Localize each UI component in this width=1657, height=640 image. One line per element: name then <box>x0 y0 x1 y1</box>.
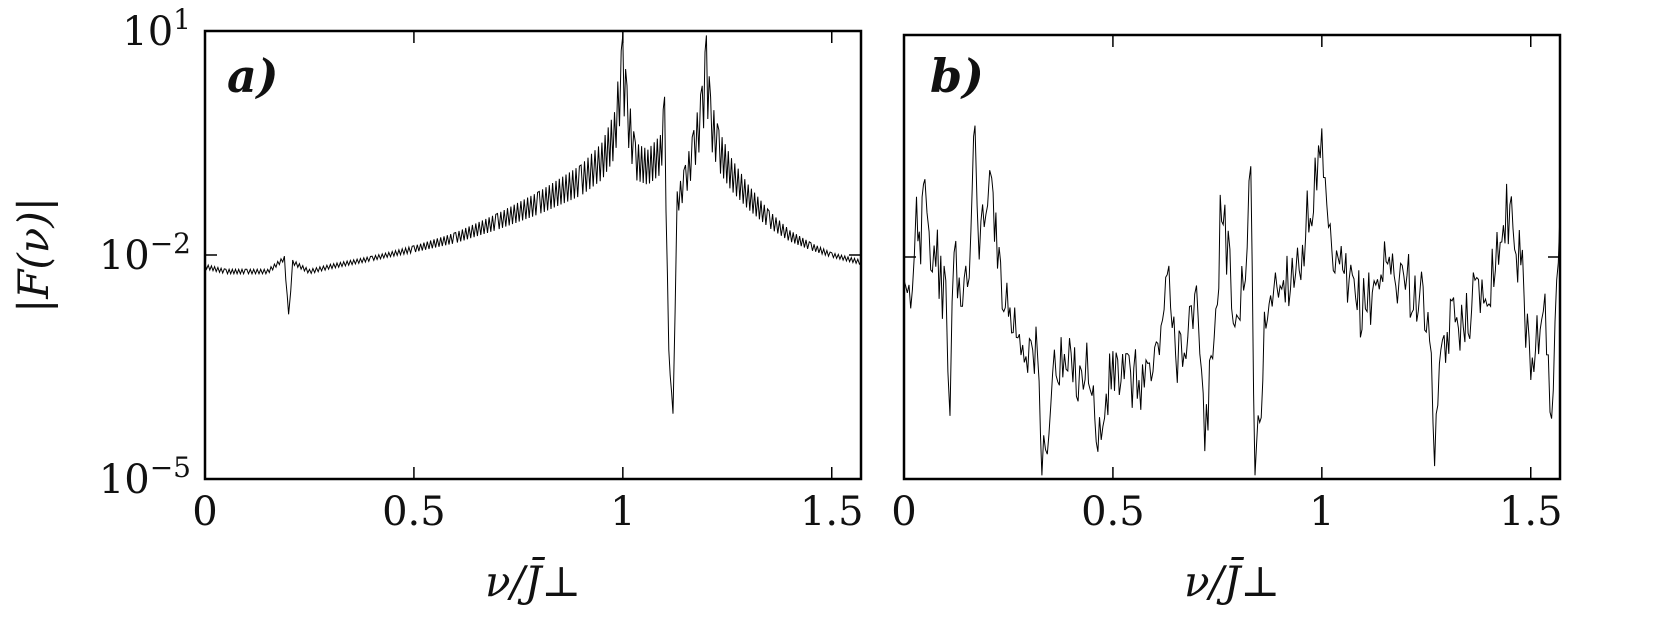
panel-b-x-tick-label: 0.5 <box>1081 489 1145 535</box>
panel-b-x-axis-label: ν/J̄⊥ <box>1184 555 1280 606</box>
panel-b-x-tick-label: 1.5 <box>1499 489 1563 535</box>
panel-b-label: b) <box>930 49 984 103</box>
panel-a-x-tick-label: 1 <box>610 489 635 535</box>
panel-a-x-axis-label: ν/J̄⊥ <box>485 555 581 606</box>
panel-a-x-ticks: 0 0.5 1 1.5 <box>192 31 864 535</box>
panel-a-label: a) <box>227 49 279 103</box>
panel-a-y-tick-label: 101 <box>122 3 191 55</box>
panel-a-y-tick-label: 10−2 <box>99 227 191 279</box>
panel-a-y-tick-label: 10−5 <box>99 451 191 503</box>
panel-a-x-tick-label: 1.5 <box>800 489 864 535</box>
panel-a-x-tick-label: 0.5 <box>382 489 446 535</box>
panel-a-y-axis-label: |F(ν)| <box>9 197 58 313</box>
panel-a-frame <box>203 29 863 481</box>
panel-b-x-tick-label: 0 <box>891 489 916 535</box>
panel-a-x-tick-label: 0 <box>192 489 217 535</box>
panel-a-series-line <box>204 35 862 414</box>
panel-b-x-ticks: 0 0.5 1 1.5 <box>891 35 1563 535</box>
panel-b-frame <box>902 33 1562 481</box>
panel-a: 0 0.5 1 1.5 10−5 10−2 101 a) ν/J̄⊥ |F(ν)| <box>9 3 864 606</box>
panel-b-series-line <box>903 125 1561 476</box>
panel-b: 0 0.5 1 1.5 b) ν/J̄⊥ <box>891 33 1563 606</box>
panel-a-y-ticks: 10−5 10−2 101 <box>99 3 861 503</box>
panel-b-x-tick-label: 1 <box>1309 489 1334 535</box>
panel-b-y-ticks <box>904 34 1560 480</box>
